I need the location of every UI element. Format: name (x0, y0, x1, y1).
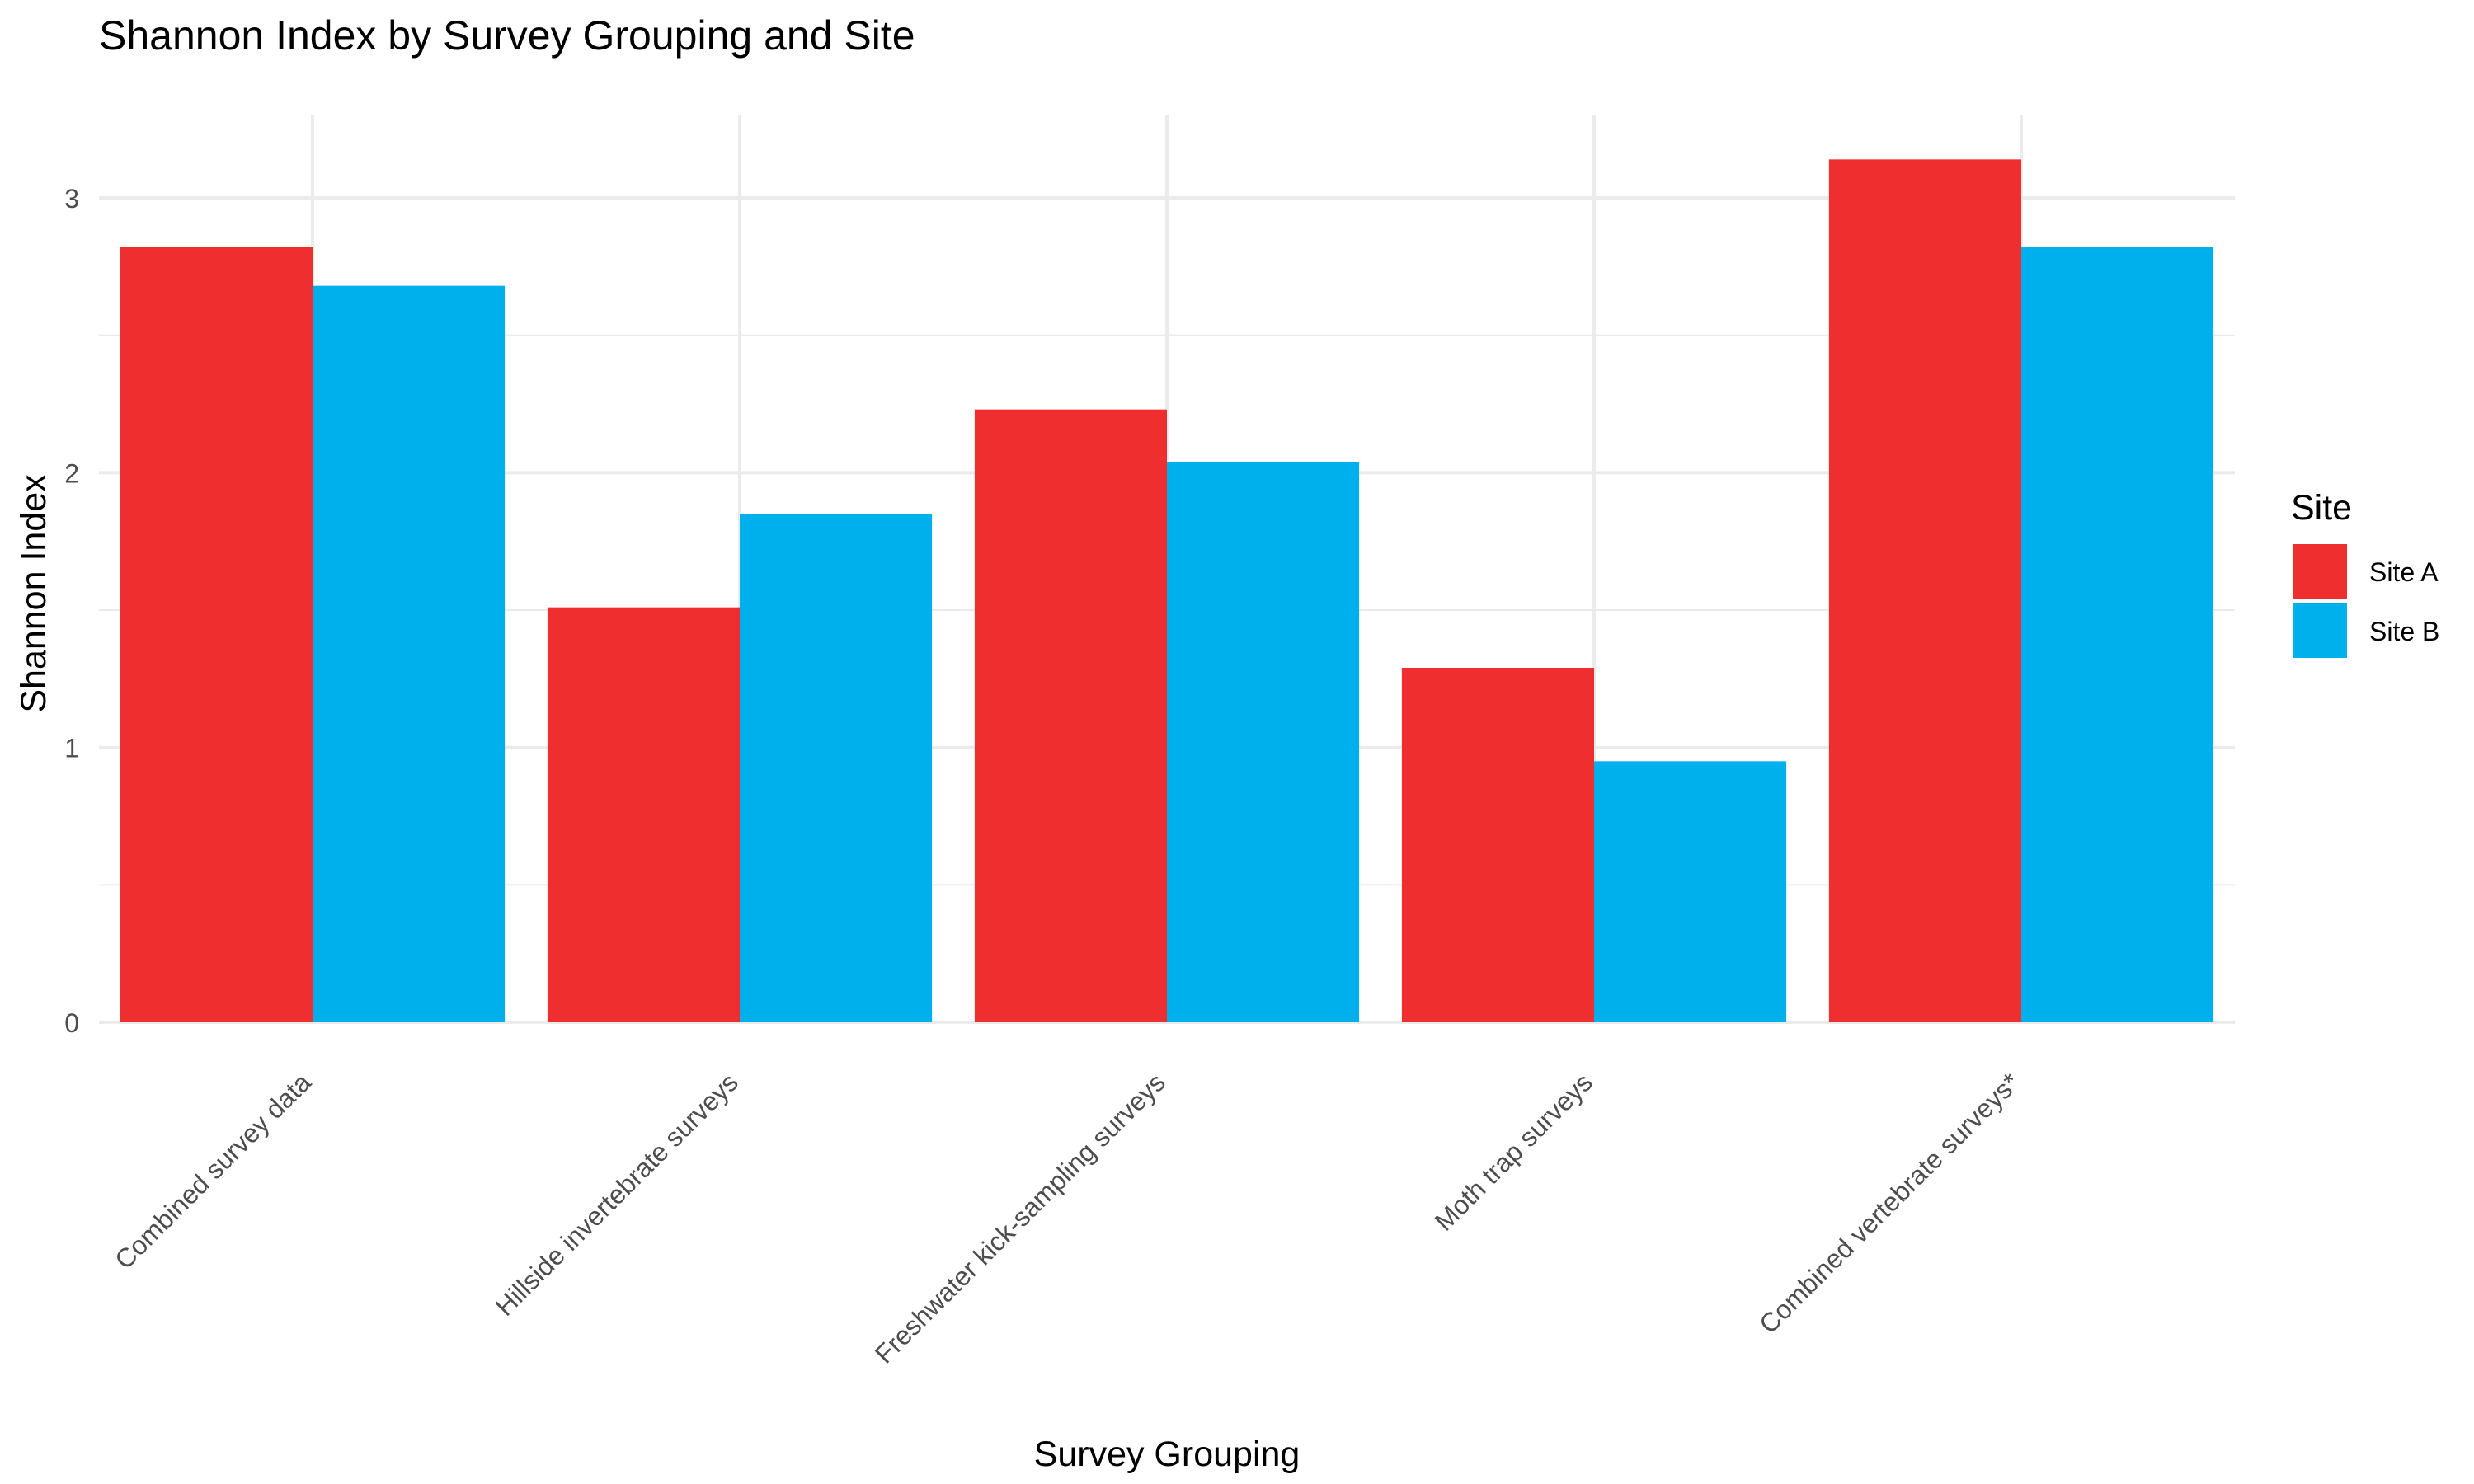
x-tick-label: Hillside invertebrate surveys (490, 1067, 744, 1321)
bar-site-b-3 (1167, 462, 1360, 1022)
chart-title: Shannon Index by Survey Grouping and Sit… (99, 12, 915, 59)
legend-key-site-b (2293, 603, 2347, 658)
y-tick-label: 3 (64, 184, 79, 214)
bar-site-a-2 (547, 607, 740, 1022)
legend-key-site-a (2293, 544, 2347, 599)
y-tick-label: 2 (64, 458, 79, 488)
x-axis-title: Survey Grouping (1034, 1435, 1300, 1474)
bar-site-a-4 (1401, 668, 1594, 1022)
legend-label-site-b: Site B (2369, 617, 2439, 646)
legend-label-site-a: Site A (2369, 557, 2439, 587)
y-axis-title: Shannon Index (14, 474, 54, 713)
bar-site-b-1 (313, 285, 506, 1023)
bar-site-a-5 (1828, 159, 2021, 1022)
legend-title: Site (2291, 488, 2352, 528)
y-tick-label: 0 (64, 1008, 79, 1038)
bar-site-a-3 (974, 409, 1167, 1023)
x-tick-label: Moth trap surveys (1429, 1067, 1598, 1236)
bar-site-b-4 (1594, 761, 1787, 1022)
bar-site-b-5 (2021, 247, 2214, 1022)
x-tick-label: Combined vertebrate surveys* (1753, 1067, 2025, 1339)
bar-site-a-1 (120, 247, 313, 1022)
bars-layer (120, 159, 2214, 1023)
x-tick-label: Freshwater kick-sampling surveys (869, 1067, 1171, 1369)
legend: Site Site A Site B (2291, 488, 2439, 658)
x-tick-label: Combined survey data (109, 1067, 317, 1275)
y-tick-label: 1 (64, 734, 79, 763)
bar-site-b-2 (740, 514, 933, 1022)
